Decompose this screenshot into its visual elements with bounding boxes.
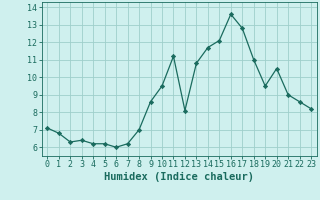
X-axis label: Humidex (Indice chaleur): Humidex (Indice chaleur) (104, 172, 254, 182)
